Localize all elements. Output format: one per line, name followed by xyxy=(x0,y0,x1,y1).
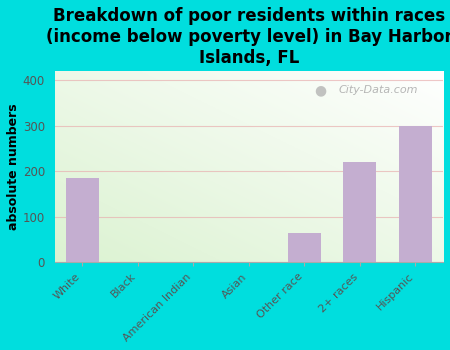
Y-axis label: absolute numbers: absolute numbers xyxy=(7,103,20,230)
Bar xyxy=(66,178,99,262)
Bar xyxy=(343,162,377,262)
Text: ●: ● xyxy=(315,83,327,97)
Bar xyxy=(399,126,432,262)
Text: City-Data.com: City-Data.com xyxy=(338,85,418,95)
Bar xyxy=(288,233,321,262)
Title: Breakdown of poor residents within races
(income below poverty level) in Bay Har: Breakdown of poor residents within races… xyxy=(45,7,450,66)
